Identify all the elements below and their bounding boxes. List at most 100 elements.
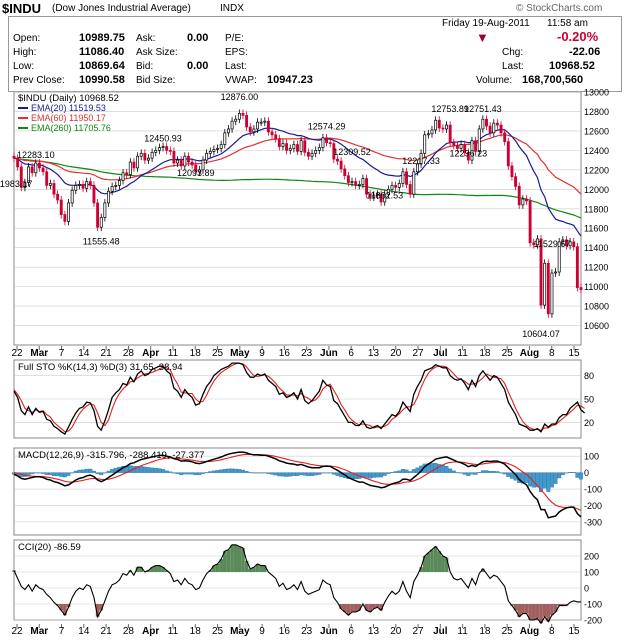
candle-body — [168, 150, 172, 152]
cci-negative-fill — [524, 604, 529, 614]
cci-negative-fill — [346, 604, 351, 616]
x-tick-label: 22 — [11, 626, 23, 637]
candle-body — [245, 115, 249, 128]
macd-histogram-bar — [331, 472, 336, 475]
macd-histogram-bar — [448, 468, 453, 473]
candle-body — [227, 128, 230, 134]
candle-body — [70, 189, 74, 204]
macd-histogram-bar — [59, 472, 64, 477]
macd-histogram-bar — [404, 469, 409, 473]
candle-body — [52, 183, 56, 195]
cci-positive-fill — [241, 548, 245, 572]
candle-body — [110, 186, 114, 192]
sto-title: Full STO %K(14,3) %D(3) 31.65, 38.94 — [18, 362, 183, 373]
price-tick-label: 11200 — [584, 263, 608, 273]
x-tick-label: 14 — [78, 626, 90, 637]
candle-body — [506, 141, 510, 167]
macd-histogram-bar — [509, 472, 514, 479]
candle-body — [74, 185, 78, 191]
cci-positive-fill — [437, 551, 442, 572]
x-tick-label: 23 — [301, 626, 313, 637]
chg-label: Chg: — [502, 47, 524, 58]
macd-histogram-bar — [259, 472, 264, 474]
cci-positive-fill — [244, 560, 249, 572]
macd-histogram-bar — [273, 472, 278, 476]
x-tick-label: Apr — [142, 626, 159, 637]
candle-body — [463, 144, 467, 153]
cci-line — [13, 544, 581, 625]
cci-tick-label: 0 — [584, 584, 589, 594]
macd-histogram-bar — [451, 470, 456, 473]
last-value: 10968.52 — [549, 60, 595, 72]
candle-body — [310, 152, 314, 157]
x-tick-label: 23 — [301, 348, 313, 359]
macd-histogram-bar — [480, 470, 485, 473]
candle-body — [114, 185, 118, 187]
candle-body — [499, 124, 503, 134]
x-tick-label: 25 — [212, 348, 224, 359]
x-tick-label: 20 — [390, 626, 402, 637]
candle-body — [292, 144, 296, 149]
macd-histogram-bar — [179, 472, 184, 476]
cci-negative-fill — [342, 604, 347, 612]
candle-body — [557, 241, 561, 273]
macd-histogram-bar — [95, 472, 100, 475]
macd-histogram-bar — [241, 469, 245, 473]
macd-histogram-bar — [150, 467, 155, 473]
macd-histogram-bar — [52, 472, 56, 477]
ema260-line — [13, 157, 582, 219]
price-annotation: 11862.53 — [366, 191, 403, 201]
macd-histogram-bar — [313, 472, 318, 476]
macd-histogram-bar — [491, 470, 496, 473]
macd-histogram-bar — [408, 471, 413, 473]
macd-panel — [13, 447, 582, 536]
symbol: $INDU — [2, 1, 42, 16]
brand-logo: © StockCharts.com — [516, 3, 603, 14]
cci-negative-fill — [350, 604, 354, 612]
macd-title: MACD(12,26,9) -315.796, -288.419, -27.37… — [18, 450, 204, 461]
x-tick-label: 8 — [549, 348, 555, 359]
macd-histogram-bar — [371, 472, 376, 478]
candle-body — [48, 183, 52, 186]
macd-histogram-bar — [84, 468, 89, 473]
macd-histogram-bar — [397, 470, 402, 473]
candle-body — [117, 180, 121, 186]
x-tick-label: 11 — [168, 348, 179, 359]
candle-body — [372, 194, 376, 198]
high-value: 11086.40 — [79, 46, 125, 58]
cci-positive-fill — [222, 551, 227, 572]
cci-tick-label: 100 — [584, 568, 599, 578]
candle-body — [107, 190, 110, 204]
candle-body — [535, 238, 539, 246]
price-annotation: 12751.43 — [464, 104, 502, 114]
macd-histogram-bar — [88, 468, 93, 473]
open-label: Open: — [13, 33, 41, 44]
cci-positive-fill — [444, 557, 449, 572]
macd-histogram-bar — [171, 472, 176, 474]
high-label: High: — [13, 47, 37, 58]
macd-histogram-bar — [437, 463, 442, 473]
candle-body — [386, 188, 390, 195]
volume-value: 168,700,560 — [522, 74, 584, 86]
x-tick-label: 6 — [348, 348, 354, 359]
candle-body — [219, 144, 223, 149]
macd-histogram-bar — [266, 472, 271, 474]
macd-histogram-bar — [495, 471, 500, 473]
x-tick-label: 25 — [502, 348, 514, 359]
cci-positive-fill — [150, 567, 154, 572]
price-annotation: 12309.52 — [333, 147, 371, 157]
cci-negative-fill — [63, 604, 67, 616]
cci-panel — [13, 539, 582, 621]
x-tick-label: 20 — [390, 348, 402, 359]
candle-body — [521, 198, 525, 206]
macd-histogram-bar — [255, 472, 260, 474]
cci-negative-fill — [513, 604, 518, 611]
candle-body — [296, 144, 299, 152]
macd-histogram-bar — [102, 472, 107, 474]
candle-body — [259, 121, 263, 124]
candle-body — [528, 200, 532, 244]
macd-histogram-bar — [73, 470, 78, 473]
x-tick-label: 18 — [190, 626, 202, 637]
macd-histogram-bar — [251, 472, 256, 474]
macd-histogram-bar — [393, 471, 398, 473]
